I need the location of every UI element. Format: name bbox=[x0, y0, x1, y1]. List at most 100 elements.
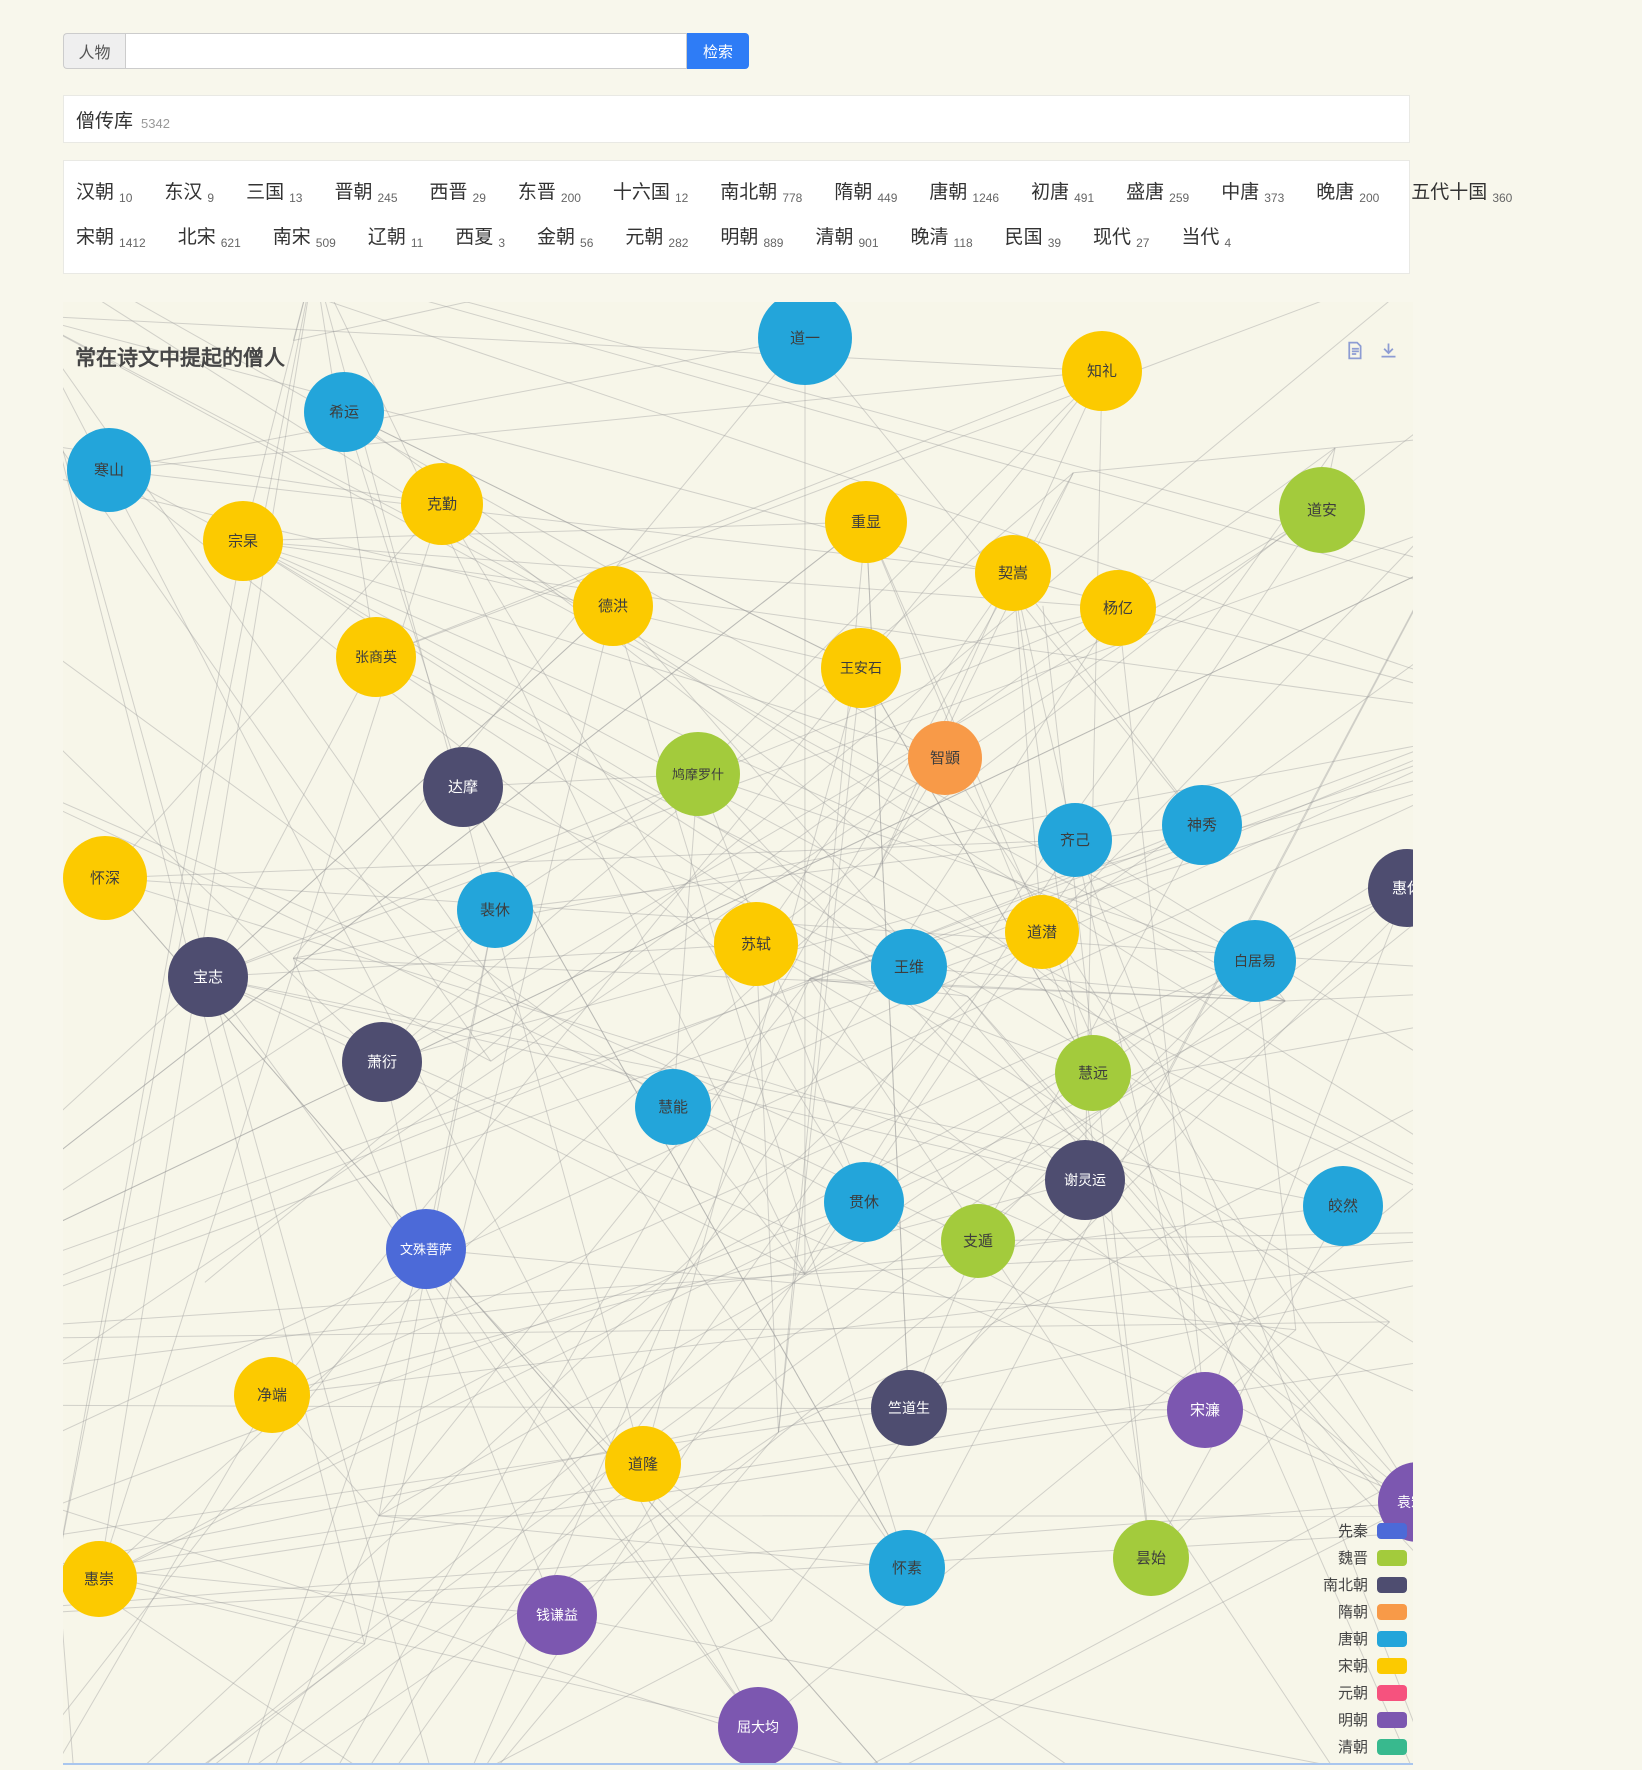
dynasty-filter-隋朝[interactable]: 隋朝 449 bbox=[834, 177, 897, 205]
dynasty-name: 辽朝 bbox=[367, 227, 406, 248]
dynasty-filter-唐朝[interactable]: 唐朝 1246 bbox=[929, 177, 999, 205]
legend-item-魏晋[interactable]: 魏晋 bbox=[1323, 1544, 1407, 1571]
graph-node-道安[interactable]: 道安 bbox=[1279, 467, 1365, 553]
legend-item-唐朝[interactable]: 唐朝 bbox=[1323, 1625, 1407, 1652]
dynasty-filter-晋朝[interactable]: 晋朝 245 bbox=[334, 177, 398, 205]
graph-node-道潜[interactable]: 道潜 bbox=[1005, 895, 1079, 969]
graph-node-道一[interactable]: 道一 bbox=[758, 302, 852, 385]
dynasty-row: 宋朝 1412 北宋 621 南宋 509 辽朝 11 西夏 3 金朝 56 元朝 282 明朝 889 清朝 9… bbox=[76, 222, 1399, 250]
dynasty-count: 889 bbox=[763, 236, 784, 250]
legend-item-南北朝[interactable]: 南北朝 bbox=[1323, 1571, 1407, 1598]
data-view-icon[interactable] bbox=[1344, 340, 1365, 361]
dynasty-filter-中唐[interactable]: 中唐 373 bbox=[1221, 177, 1284, 205]
dynasty-filter-十六国[interactable]: 十六国 12 bbox=[613, 177, 688, 205]
graph-node-皎然[interactable]: 皎然 bbox=[1303, 1166, 1383, 1246]
dynasty-name: 西晋 bbox=[429, 182, 468, 203]
legend-swatch bbox=[1377, 1711, 1407, 1728]
dynasty-filter-汉朝[interactable]: 汉朝 10 bbox=[76, 177, 132, 205]
dynasty-filter-五代十国[interactable]: 五代十国 360 bbox=[1411, 177, 1512, 205]
graph-node-裴休[interactable]: 裴休 bbox=[457, 872, 533, 948]
dynasty-filter-清朝[interactable]: 清朝 901 bbox=[815, 222, 878, 250]
dynasty-filter-宋朝[interactable]: 宋朝 1412 bbox=[76, 222, 146, 250]
dynasty-name: 晋朝 bbox=[334, 182, 373, 203]
graph-node-白居易[interactable]: 白居易 bbox=[1214, 920, 1296, 1002]
graph-node-知礼[interactable]: 知礼 bbox=[1062, 331, 1142, 411]
graph-node-齐己[interactable]: 齐己 bbox=[1038, 803, 1112, 877]
legend-item-明朝[interactable]: 明朝 bbox=[1323, 1706, 1407, 1733]
dynasty-filter-元朝[interactable]: 元朝 282 bbox=[625, 222, 688, 250]
dynasty-filter-西晋[interactable]: 西晋 29 bbox=[429, 177, 486, 205]
graph-node-惠崇[interactable]: 惠崇 bbox=[63, 1541, 137, 1617]
dynasty-filter-东晋[interactable]: 东晋 200 bbox=[518, 177, 581, 205]
graph-node-达摩[interactable]: 达摩 bbox=[423, 747, 503, 827]
graph-node-慧能[interactable]: 慧能 bbox=[635, 1069, 711, 1145]
dynasty-filter-明朝[interactable]: 明朝 889 bbox=[720, 222, 784, 250]
dynasty-filter-辽朝[interactable]: 辽朝 11 bbox=[367, 222, 423, 250]
legend-item-元朝[interactable]: 元朝 bbox=[1323, 1679, 1407, 1706]
dynasty-filter-西夏[interactable]: 西夏 3 bbox=[455, 222, 505, 250]
legend-item-先秦[interactable]: 先秦 bbox=[1323, 1517, 1407, 1544]
graph-node-屈大均[interactable]: 屈大均 bbox=[718, 1687, 798, 1765]
graph-node-净端[interactable]: 净端 bbox=[234, 1357, 310, 1433]
legend-item-宋朝[interactable]: 宋朝 bbox=[1323, 1652, 1407, 1679]
dynasty-filter-东汉[interactable]: 东汉 9 bbox=[164, 177, 214, 205]
dynasty-name: 金朝 bbox=[537, 227, 576, 248]
graph-node-惠休[interactable]: 惠休 bbox=[1368, 849, 1413, 927]
graph-node-王安石[interactable]: 王安石 bbox=[821, 628, 901, 708]
graph-node-神秀[interactable]: 神秀 bbox=[1162, 785, 1242, 865]
legend-swatch bbox=[1377, 1630, 1407, 1647]
legend-item-隋朝[interactable]: 隋朝 bbox=[1323, 1598, 1407, 1625]
graph-node-克勤[interactable]: 克勤 bbox=[401, 463, 483, 545]
legend-item-清朝[interactable]: 清朝 bbox=[1323, 1733, 1407, 1760]
download-icon[interactable] bbox=[1378, 340, 1399, 361]
graph-node-苏轼[interactable]: 苏轼 bbox=[714, 902, 798, 986]
graph-node-昙始[interactable]: 昙始 bbox=[1113, 1520, 1189, 1596]
graph-node-怀深[interactable]: 怀深 bbox=[63, 836, 147, 920]
graph-node-文殊菩萨[interactable]: 文殊菩萨 bbox=[386, 1209, 466, 1289]
dynasty-filter-民国[interactable]: 民国 39 bbox=[1005, 222, 1061, 250]
dynasty-name: 南北朝 bbox=[720, 182, 778, 203]
graph-node-契嵩[interactable]: 契嵩 bbox=[975, 535, 1051, 611]
dynasty-name: 南宋 bbox=[272, 227, 311, 248]
graph-node-智顗[interactable]: 智顗 bbox=[908, 721, 982, 795]
graph-node-寒山[interactable]: 寒山 bbox=[67, 428, 151, 512]
dynasty-filter-当代[interactable]: 当代 4 bbox=[1181, 222, 1231, 250]
graph-node-希运[interactable]: 希运 bbox=[304, 372, 384, 452]
dynasty-filter-南北朝[interactable]: 南北朝 778 bbox=[720, 177, 802, 205]
graph-node-萧衍[interactable]: 萧衍 bbox=[342, 1022, 422, 1102]
search-input[interactable] bbox=[125, 33, 687, 69]
graph-node-贯休[interactable]: 贯休 bbox=[824, 1162, 904, 1242]
dynasty-filter-金朝[interactable]: 金朝 56 bbox=[537, 222, 593, 250]
graph-node-支遁[interactable]: 支遁 bbox=[941, 1204, 1015, 1278]
dynasty-filter-南宋[interactable]: 南宋 509 bbox=[272, 222, 336, 250]
dynasty-filter-panel: 汉朝 10 东汉 9 三国 13 晋朝 245 西晋 29 东晋 200 十六国 12 南北朝 778 隋朝 44… bbox=[63, 160, 1512, 274]
dynasty-name: 宋朝 bbox=[76, 227, 115, 248]
dynasty-filter-初唐[interactable]: 初唐 491 bbox=[1031, 177, 1094, 205]
dynasty-count: 245 bbox=[377, 191, 398, 205]
graph-node-宝志[interactable]: 宝志 bbox=[168, 937, 248, 1017]
graph-node-王维[interactable]: 王维 bbox=[871, 929, 947, 1005]
graph-node-道隆[interactable]: 道隆 bbox=[605, 1426, 681, 1502]
graph-node-怀素[interactable]: 怀素 bbox=[869, 1530, 945, 1606]
graph-node-德洪[interactable]: 德洪 bbox=[573, 566, 653, 646]
search-button[interactable]: 检索 bbox=[687, 33, 749, 69]
dynasty-filter-现代[interactable]: 现代 27 bbox=[1093, 222, 1149, 250]
graph-node-杨亿[interactable]: 杨亿 bbox=[1080, 570, 1156, 646]
graph-node-鸠摩罗什[interactable]: 鸠摩罗什 bbox=[656, 732, 740, 816]
graph-node-竺道生[interactable]: 竺道生 bbox=[871, 1370, 947, 1446]
dynasty-filter-北宋[interactable]: 北宋 621 bbox=[178, 222, 241, 250]
graph-node-张商英[interactable]: 张商英 bbox=[336, 617, 416, 697]
dynasty-filter-晚唐[interactable]: 晚唐 200 bbox=[1316, 177, 1379, 205]
graph-node-宗杲[interactable]: 宗杲 bbox=[203, 501, 283, 581]
dynasty-name: 中唐 bbox=[1221, 182, 1260, 203]
dynasty-filter-三国[interactable]: 三国 13 bbox=[246, 177, 302, 205]
dynasty-filter-盛唐[interactable]: 盛唐 259 bbox=[1126, 177, 1189, 205]
graph-node-宋濂[interactable]: 宋濂 bbox=[1167, 1372, 1243, 1448]
graph-node-重显[interactable]: 重显 bbox=[825, 481, 907, 563]
dynasty-name: 晚清 bbox=[910, 227, 949, 248]
graph-node-慧远[interactable]: 慧远 bbox=[1055, 1035, 1131, 1111]
dynasty-filter-晚清[interactable]: 晚清 118 bbox=[910, 222, 973, 250]
graph-node-钱谦益[interactable]: 钱谦益 bbox=[517, 1575, 597, 1655]
legend-label: 明朝 bbox=[1337, 1712, 1368, 1729]
graph-node-谢灵运[interactable]: 谢灵运 bbox=[1045, 1140, 1125, 1220]
